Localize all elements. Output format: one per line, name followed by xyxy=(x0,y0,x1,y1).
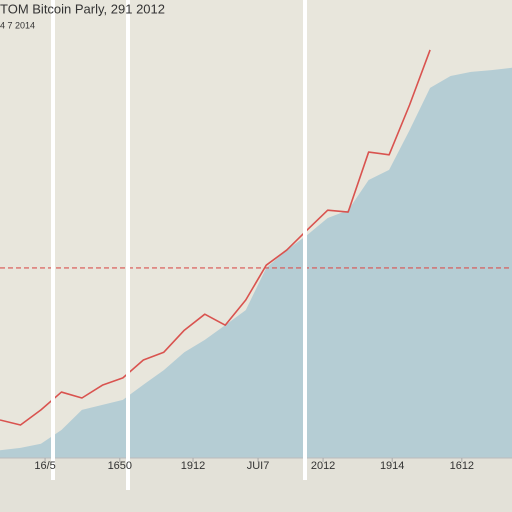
chart-title: TOM Bitcoin Parly, 291 2012 xyxy=(0,1,165,16)
x-axis-band xyxy=(0,458,512,512)
x-tick-label: 1912 xyxy=(181,460,205,472)
area xyxy=(0,67,512,458)
x-tick-label: JUI7 xyxy=(247,460,270,472)
x-tick-label: 1612 xyxy=(450,460,474,472)
x-tick-label: 1914 xyxy=(380,460,404,472)
x-tick-label: 2012 xyxy=(311,460,335,472)
x-tick-label: 1650 xyxy=(108,460,132,472)
line xyxy=(0,49,431,426)
x-tick-label: 16/5 xyxy=(34,460,55,472)
chart-subtitle: 4 7 2014 xyxy=(0,20,35,30)
